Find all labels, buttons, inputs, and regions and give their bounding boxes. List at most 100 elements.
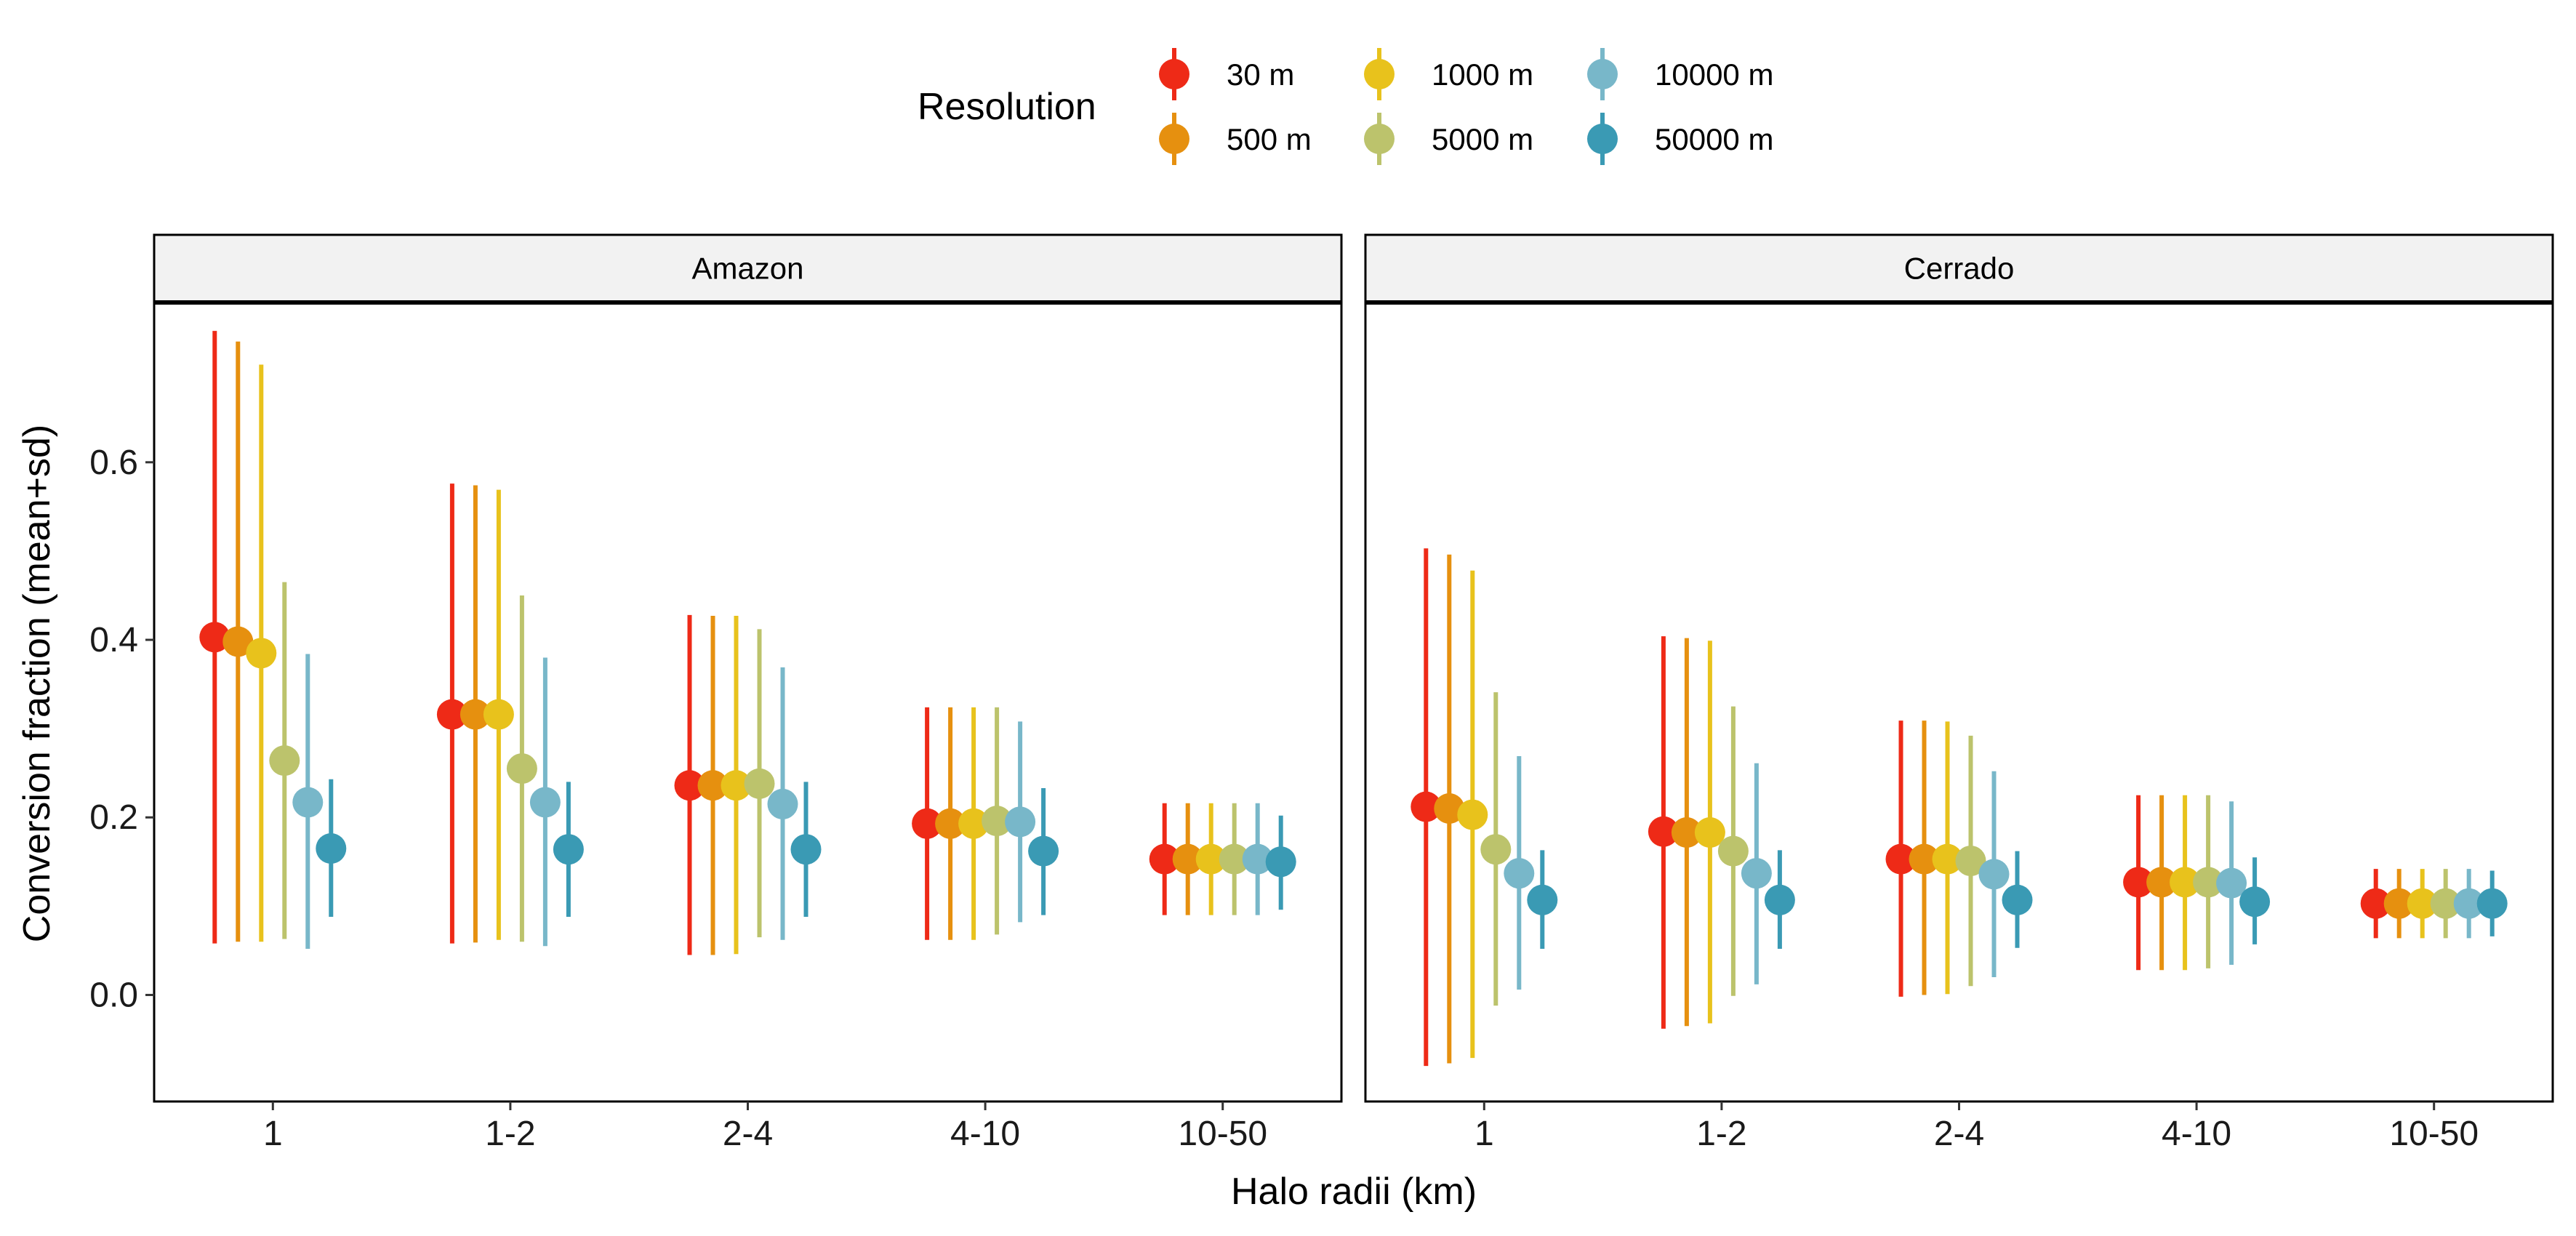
data-point: [1219, 843, 1250, 875]
series-1000-m: [246, 364, 1227, 955]
data-point: [697, 770, 729, 801]
y-tick-label: 0.4: [89, 621, 138, 659]
data-point: [721, 770, 752, 801]
series-30-m: [199, 331, 1180, 955]
data-point: [316, 832, 347, 864]
data-point: [1885, 843, 1917, 875]
legend-label: 5000 m: [1432, 122, 1533, 156]
data-point: [2239, 886, 2271, 918]
data-point: [1909, 843, 1940, 875]
data-point: [2216, 867, 2247, 899]
data-point: [2123, 867, 2154, 898]
data-point: [958, 808, 990, 839]
legend-label: 30 m: [1227, 57, 1294, 92]
data-point: [529, 787, 561, 818]
data-point: [2002, 884, 2033, 915]
data-point: [1648, 816, 1679, 847]
legend-key-point: [1587, 124, 1618, 154]
series-10000-m: [1504, 755, 2484, 990]
data-point: [199, 622, 230, 653]
data-point: [1504, 858, 1535, 889]
data-point: [1671, 817, 1702, 848]
data-point: [2360, 888, 2391, 919]
x-axis-label: Halo radii (km): [1231, 1171, 1477, 1213]
data-point: [2193, 867, 2224, 898]
series-1000-m: [1457, 570, 2438, 1059]
data-point: [1978, 859, 2010, 890]
series-500-m: [222, 341, 1203, 955]
legend: Resolution 30 m 500 m 1000 m 5000 m 10000 m 5…: [918, 48, 1773, 165]
legend-label: 10000 m: [1655, 57, 1773, 92]
data-point: [506, 753, 537, 784]
data-point: [1265, 846, 1296, 878]
data-point: [2383, 888, 2415, 919]
series-5000-m: [269, 582, 1250, 942]
x-tick-label: 10-50: [2389, 1115, 2479, 1153]
data-point: [292, 787, 324, 818]
legend-item: 30 m: [1159, 48, 1294, 100]
legend-keys: 30 m 500 m 1000 m 5000 m 10000 m 50000 m: [1159, 48, 1773, 165]
x-tick-label: 2-4: [1934, 1115, 1984, 1153]
data-point: [1764, 884, 1795, 915]
data-point: [767, 788, 798, 819]
legend-item: 500 m: [1159, 113, 1312, 165]
data-point: [935, 808, 966, 839]
y-tick-label: 0.6: [89, 444, 138, 482]
legend-key-point: [1364, 59, 1395, 89]
data-point: [1955, 846, 1986, 877]
data-point: [790, 834, 822, 865]
panel-border: [153, 301, 1343, 1103]
legend-item: 10000 m: [1587, 48, 1773, 100]
data-point: [2170, 867, 2201, 898]
y-axis: 0.0 0.2 0.4 0.6: [89, 444, 154, 1014]
data-point: [1434, 793, 1465, 824]
data-point: [1717, 835, 1749, 867]
x-tick-label: 1: [263, 1115, 283, 1153]
data-point: [2407, 888, 2438, 919]
panel-amazon: Amazon 1 1-2 2-4 4-10 10-50: [153, 233, 1343, 1153]
legend-item: 1000 m: [1364, 48, 1533, 100]
data-point: [1457, 799, 1488, 830]
data-point: [2430, 888, 2461, 919]
legend-title: Resolution: [918, 86, 1096, 128]
data-point: [460, 699, 491, 730]
data-point: [483, 699, 514, 730]
data-point: [436, 699, 468, 730]
data-point: [1527, 884, 1558, 915]
data-point: [2476, 888, 2508, 919]
legend-label: 500 m: [1227, 122, 1312, 156]
data-point: [744, 768, 775, 799]
facet-strip-label: Amazon: [691, 252, 803, 286]
x-tick-label: 10-50: [1178, 1115, 1267, 1153]
series-50000-m: [316, 779, 1296, 918]
series-50000-m: [1527, 850, 2508, 949]
x-tick-label: 1-2: [485, 1115, 535, 1153]
legend-key-point: [1159, 124, 1189, 154]
x-tick-label: 4-10: [2162, 1115, 2231, 1153]
legend-key-point: [1364, 124, 1395, 154]
data-point: [246, 638, 277, 669]
data-point: [1411, 791, 1442, 822]
x-tick-label: 4-10: [950, 1115, 1020, 1153]
series-5000-m: [1480, 692, 2461, 1006]
x-tick-label: 1-2: [1696, 1115, 1746, 1153]
data-point: [1005, 806, 1036, 838]
data-point: [2146, 867, 2178, 898]
y-axis-label: Conversion fraction (mean+sd): [16, 425, 58, 942]
legend-key-point: [1159, 59, 1189, 89]
data-point: [1480, 834, 1512, 865]
y-tick-label: 0.2: [89, 798, 138, 837]
x-tick-label: 1: [1474, 1115, 1494, 1153]
data-point: [1149, 843, 1180, 875]
data-point: [1028, 835, 1059, 867]
data-point: [269, 745, 300, 776]
data-point: [222, 626, 254, 657]
data-point: [1242, 843, 1273, 875]
legend-key-point: [1587, 59, 1618, 89]
data-point: [1172, 843, 1203, 875]
legend-label: 50000 m: [1655, 122, 1773, 156]
data-point: [912, 808, 943, 839]
data-point: [1195, 843, 1227, 875]
series-10000-m: [292, 654, 1273, 949]
